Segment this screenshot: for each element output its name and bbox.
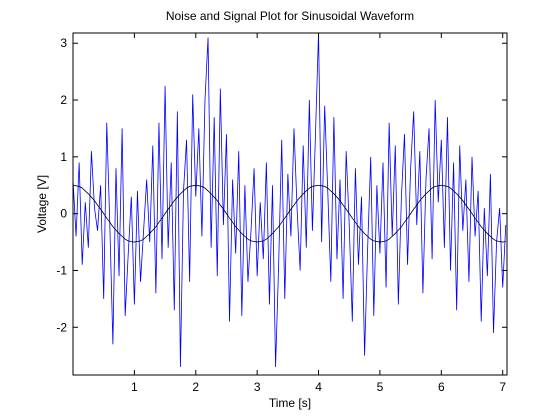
y-tick-label: 2 [60, 93, 67, 107]
y-axis-label: Voltage [V] [35, 175, 49, 233]
x-tick-label: 1 [131, 380, 138, 394]
chart-title: Noise and Signal Plot for Sinusoidal Wav… [166, 9, 414, 23]
x-axis-label: Time [s] [269, 396, 311, 410]
y-tick-label: 0 [60, 207, 67, 221]
y-tick-label: 1 [60, 150, 67, 164]
y-tick-label: -1 [56, 263, 67, 277]
y-tick-label: -2 [56, 320, 67, 334]
x-tick-label: 5 [377, 380, 384, 394]
series-line [73, 184, 506, 243]
x-tick-label: 7 [499, 380, 506, 394]
x-tick-label: 2 [192, 380, 199, 394]
x-tick-label: 6 [438, 380, 445, 394]
axes-box [72, 32, 508, 376]
x-tick-label: 4 [315, 380, 322, 394]
y-tick-label: 3 [60, 36, 67, 50]
x-tick-label: 3 [254, 380, 261, 394]
series-line [73, 33, 507, 368]
